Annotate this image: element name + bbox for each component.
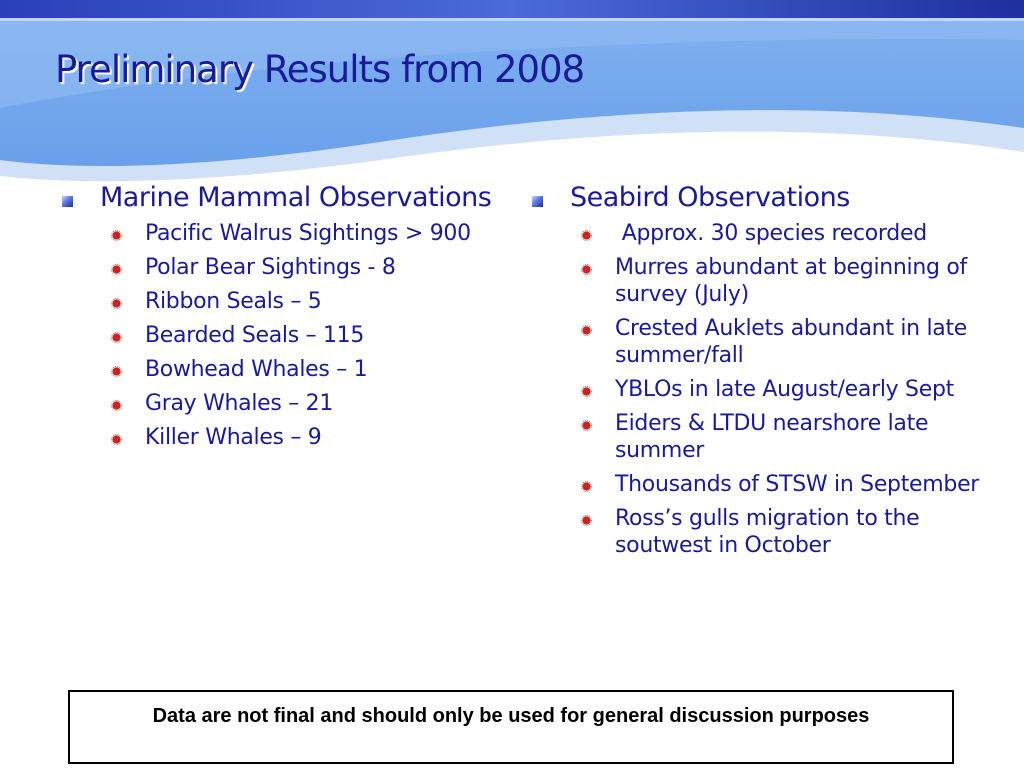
list-item: Ross’s gulls migration to the soutwest i… [526,505,986,559]
slide-title-rest: Results from 2008 [252,48,585,91]
list-item: Crested Auklets abundant in late summer/… [526,315,986,369]
starburst-bullet-icon [581,325,592,336]
starburst-bullet-icon [581,230,592,241]
list-item-text: Murres abundant at beginning of survey (… [615,255,974,307]
marine-mammal-heading-text: Marine Mammal Observations [100,182,492,213]
starburst-bullet-icon [111,230,122,241]
left-column: Marine Mammal Observations Pacific Walru… [56,182,496,458]
disclaimer-box: Data are not final and should only be us… [68,690,954,764]
list-item: Pacific Walrus Sightings > 900 [56,220,496,247]
list-item-text: Thousands of STSW in September [615,472,980,497]
slide-title: Preliminary Results from 2008 [55,46,585,94]
list-item-text: Pacific Walrus Sightings > 900 [145,221,471,246]
list-item-text: Killer Whales – 9 [145,425,322,450]
slide-title-emphasis: Preliminary [55,48,254,91]
starburst-bullet-icon [111,366,122,377]
list-item-text: Ribbon Seals – 5 [145,289,322,314]
list-item-text: Crested Auklets abundant in late summer/… [615,316,974,368]
square-bullet-icon [532,196,543,207]
starburst-bullet-icon [111,298,122,309]
starburst-bullet-icon [581,481,592,492]
seabird-heading-text: Seabird Observations [570,182,850,213]
list-item: Thousands of STSW in September [526,471,986,498]
starburst-bullet-icon [111,332,122,343]
starburst-bullet-icon [581,420,592,431]
starburst-bullet-icon [581,264,592,275]
starburst-bullet-icon [581,386,592,397]
seabird-heading: Seabird Observations [526,182,986,214]
starburst-bullet-icon [581,515,592,526]
list-item-text: Eiders & LTDU nearshore late summer [615,411,935,463]
starburst-bullet-icon [111,434,122,445]
right-column: Seabird Observations Approx. 30 species … [526,182,986,566]
list-item: Ribbon Seals – 5 [56,288,496,315]
disclaimer-text: Data are not final and should only be us… [152,705,870,727]
list-item-text: Polar Bear Sightings - 8 [145,255,396,280]
list-item-text: YBLOs in late August/early Sept [615,377,954,402]
list-item-text: Bearded Seals – 115 [145,323,365,348]
list-item-text: Gray Whales – 21 [145,391,334,416]
starburst-bullet-icon [111,264,122,275]
list-item: Approx. 30 species recorded [526,220,986,247]
square-bullet-icon [62,196,73,207]
seabird-list: Approx. 30 species recorded Murres abund… [526,220,986,559]
list-item: Bearded Seals – 115 [56,322,496,349]
list-item-text: Bowhead Whales – 1 [145,357,368,382]
list-item: Bowhead Whales – 1 [56,356,496,383]
marine-mammal-heading: Marine Mammal Observations [56,182,496,214]
list-item: YBLOs in late August/early Sept [526,376,986,403]
header-wave-band [0,0,1024,182]
list-item-text: Approx. 30 species recorded [615,221,927,246]
list-item: Gray Whales – 21 [56,390,496,417]
starburst-bullet-icon [111,400,122,411]
marine-mammal-list: Pacific Walrus Sightings > 900 Polar Bea… [56,220,496,451]
list-item: Killer Whales – 9 [56,424,496,451]
list-item: Murres abundant at beginning of survey (… [526,254,986,308]
list-item-text: Ross’s gulls migration to the soutwest i… [615,506,927,558]
list-item: Polar Bear Sightings - 8 [56,254,496,281]
list-item: Eiders & LTDU nearshore late summer [526,410,986,464]
